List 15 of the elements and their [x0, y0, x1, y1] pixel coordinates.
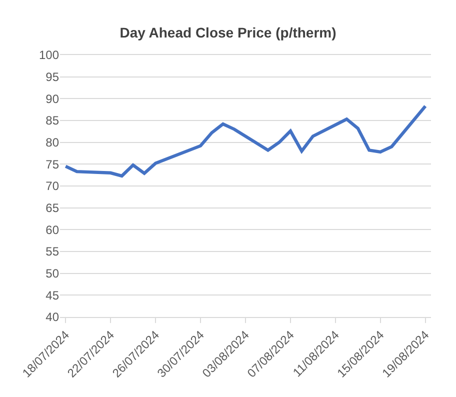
y-tick-label: 40: [46, 310, 60, 324]
y-tick-label: 100: [38, 48, 60, 62]
y-tick-label: 95: [46, 70, 60, 84]
y-tick-label: 60: [46, 222, 60, 237]
y-tick-label: 85: [46, 114, 60, 128]
y-tick-label: 90: [46, 92, 60, 106]
y-tick-label: 50: [46, 266, 60, 281]
y-tick-label: 55: [46, 244, 60, 259]
chart-title: Day Ahead Close Price (p/therm): [120, 24, 336, 41]
line-series: [64, 104, 427, 178]
y-tick-label: 70: [46, 179, 60, 194]
y-tick-label: 65: [46, 201, 60, 216]
y-tick-label: 75: [46, 157, 60, 172]
y-tick-label: 80: [46, 136, 60, 150]
y-tick-label: 45: [46, 288, 60, 302]
